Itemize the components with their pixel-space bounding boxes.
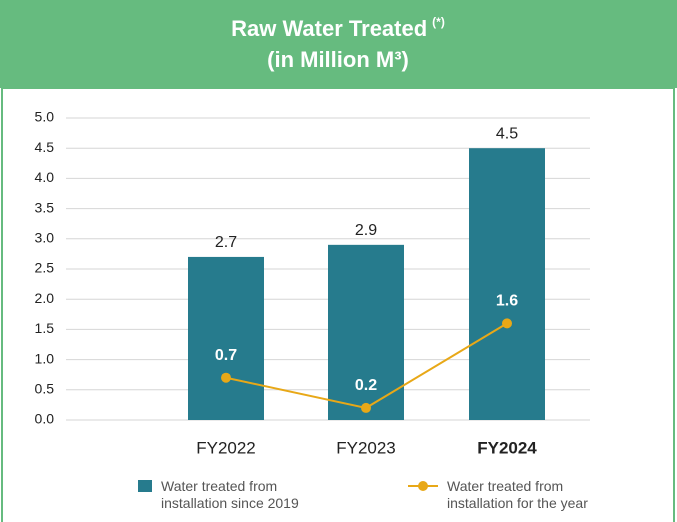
point (361, 402, 371, 413)
y-tick-label: 0.0 (35, 411, 55, 427)
frame (1, 87, 675, 522)
x-tick-label: FY2022 (196, 438, 256, 457)
data-label: 2.7 (215, 234, 237, 251)
y-tick-label: 2.0 (35, 290, 55, 306)
header (0, 0, 677, 88)
y-tick-label: 1.0 (35, 350, 55, 366)
title-text: Raw Water Treated (231, 16, 427, 41)
y-tick-label: 0.5 (35, 381, 55, 397)
x-tick-label: FY2023 (336, 438, 396, 457)
data-label: 1.6 (496, 293, 518, 310)
data-label: 2.9 (355, 222, 377, 239)
x-tick-label: FY2024 (477, 438, 537, 457)
title-note: (*) (432, 15, 445, 29)
bar (188, 256, 264, 420)
legend-dot (418, 481, 428, 491)
point (502, 318, 512, 329)
bar (469, 148, 545, 420)
legend-label: Water treated from installation since 20… (161, 478, 299, 511)
chart-title: Raw Water Treated (*) (231, 15, 445, 41)
y-tick-label: 1.5 (35, 320, 55, 336)
legend-swatch (138, 480, 152, 492)
point (221, 372, 231, 383)
data-label: 0.7 (215, 347, 237, 364)
bar (328, 244, 404, 420)
chart-subtitle: (in Million M³) (267, 47, 409, 72)
data-label: 0.2 (355, 377, 377, 394)
y-tick-label: 4.5 (35, 139, 55, 155)
y-tick-label: 3.5 (35, 199, 55, 215)
y-tick-label: 3.0 (35, 230, 55, 246)
y-tick-label: 4.0 (35, 169, 55, 185)
legend-label: Water treated from installation for the … (447, 478, 588, 511)
data-label: 4.5 (496, 125, 518, 142)
y-tick-label: 2.5 (35, 260, 55, 276)
y-tick-label: 5.0 (35, 109, 55, 125)
